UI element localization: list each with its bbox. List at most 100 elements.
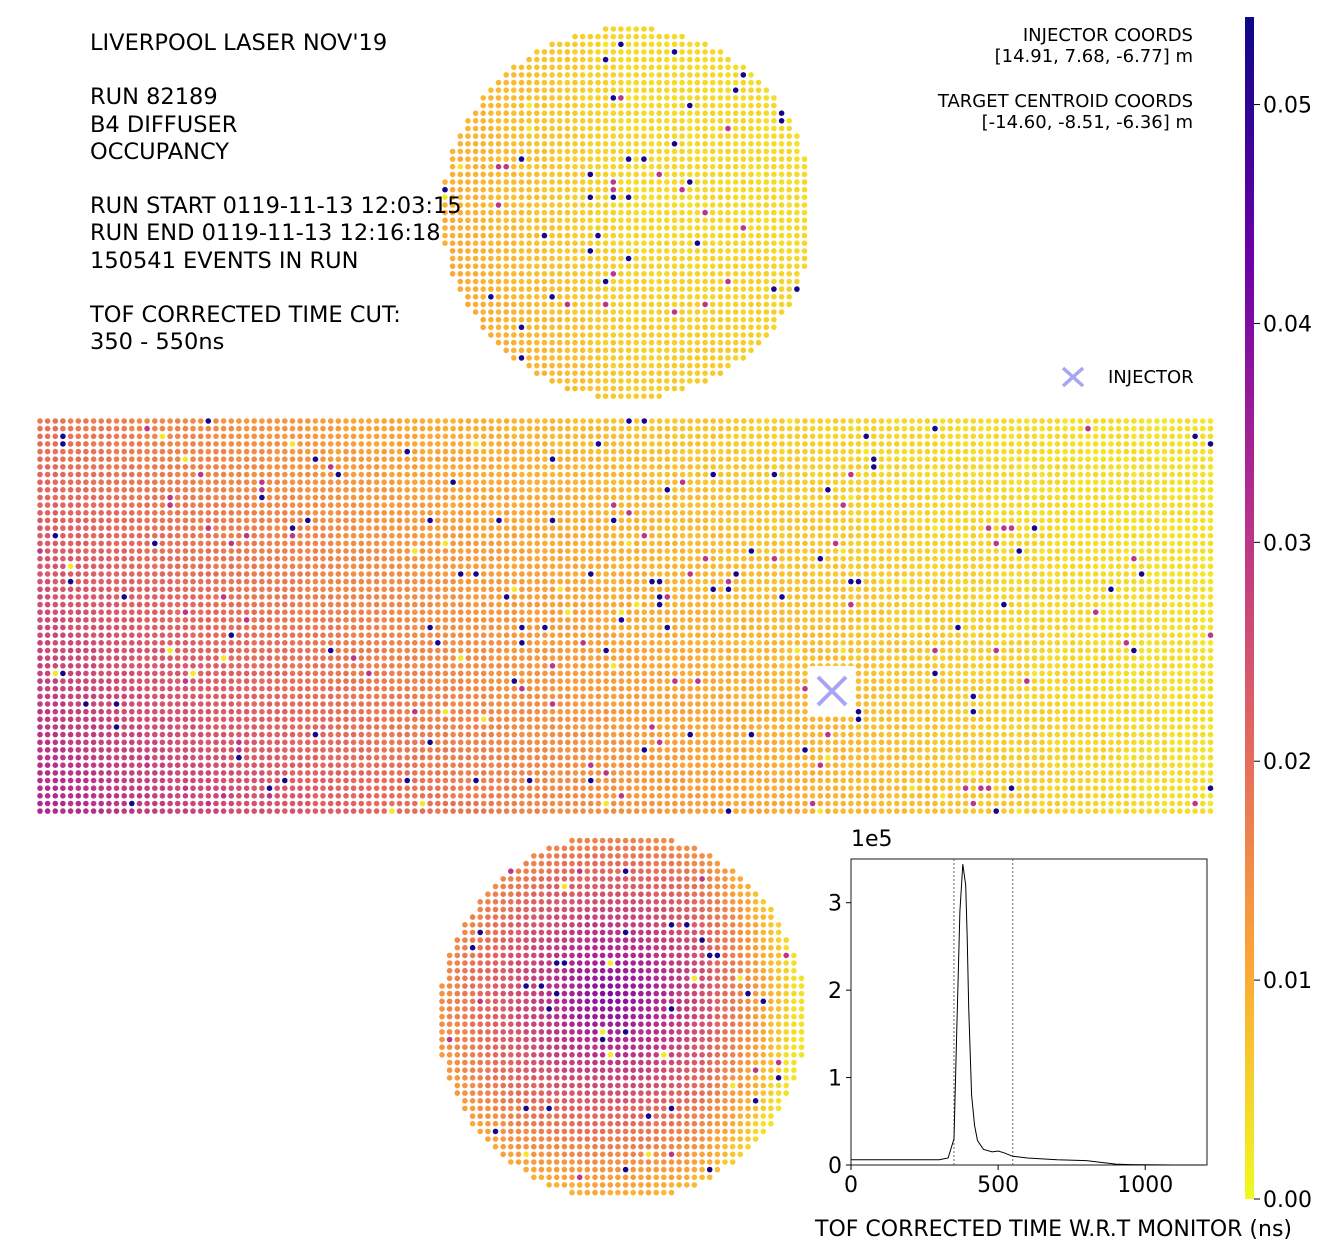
pmt-dot xyxy=(809,517,816,524)
pmt-dot xyxy=(297,441,303,447)
pmt-dot xyxy=(863,494,869,501)
pmt-dot xyxy=(44,510,51,516)
pmt-dot xyxy=(763,433,770,440)
pmt-dot xyxy=(656,110,662,116)
pmt-dot xyxy=(1047,464,1053,470)
pmt-dot xyxy=(564,248,571,254)
pmt-dot xyxy=(1069,502,1076,508)
pmt-dot xyxy=(587,72,594,78)
pmt-dot xyxy=(595,548,602,554)
pmt-dot xyxy=(580,510,586,516)
pmt-dot xyxy=(687,225,693,231)
pmt-dot xyxy=(549,502,556,508)
pmt-dot xyxy=(564,339,571,346)
pmt-dot xyxy=(534,49,540,55)
pmt-dot xyxy=(1039,494,1045,501)
pmt-dot xyxy=(648,110,655,116)
pmt-dot xyxy=(595,532,602,539)
pmt-dot xyxy=(495,263,502,270)
pmt-dot xyxy=(778,118,785,124)
pmt-dot xyxy=(90,433,97,440)
pmt-dot xyxy=(840,464,846,470)
pmt-dot xyxy=(327,418,334,424)
pmt-dot xyxy=(511,448,518,455)
pmt-dot xyxy=(557,425,563,432)
pmt-dot xyxy=(565,479,571,486)
pmt-dot xyxy=(572,479,579,486)
pmt-dot xyxy=(159,563,166,570)
pmt-dot xyxy=(236,456,242,463)
pmt-dot xyxy=(718,456,724,463)
pmt-dot xyxy=(266,456,273,463)
pmt-dot xyxy=(167,487,173,493)
pmt-dot xyxy=(702,316,708,323)
pmt-dot xyxy=(618,425,625,432)
pmt-dot xyxy=(871,525,877,531)
pmt-dot xyxy=(695,563,701,570)
pmt-dot xyxy=(1069,548,1076,554)
pmt-dot xyxy=(366,448,372,455)
pmt-dot xyxy=(396,548,403,554)
pmt-dot xyxy=(564,125,571,132)
pmt-dot xyxy=(503,540,510,547)
pmt-dot xyxy=(503,179,510,185)
pmt-dot xyxy=(817,563,824,570)
pmt-dot xyxy=(649,441,655,447)
pmt-dot xyxy=(671,324,678,331)
pmt-dot xyxy=(472,171,479,178)
pmt-dot xyxy=(1207,433,1214,440)
pmt-dot xyxy=(1115,418,1122,424)
pmt-dot xyxy=(435,448,441,455)
pmt-dot xyxy=(1077,464,1084,470)
pmt-dot xyxy=(618,225,624,231)
pmt-dot xyxy=(709,309,716,315)
pmt-dot xyxy=(83,425,89,432)
pmt-dot xyxy=(832,563,839,570)
pmt-dot xyxy=(679,41,685,48)
pmt-dot xyxy=(1123,494,1130,501)
pmt-dot xyxy=(633,487,640,493)
pmt-dot xyxy=(588,525,594,531)
pmt-dot xyxy=(679,133,685,139)
pmt-dot xyxy=(602,232,609,239)
pmt-dot xyxy=(779,487,785,493)
pmt-dot xyxy=(98,464,104,470)
pmt-dot xyxy=(618,148,624,155)
pmt-dot xyxy=(694,332,701,338)
pmt-dot xyxy=(98,471,104,478)
pmt-dot xyxy=(610,263,617,270)
pmt-dot xyxy=(771,102,777,109)
pmt-dot xyxy=(732,248,739,254)
pmt-dot xyxy=(771,418,778,424)
pmt-dot xyxy=(709,263,716,270)
pmt-dot xyxy=(136,448,143,455)
pmt-dot xyxy=(610,324,617,331)
pmt-dot xyxy=(924,548,931,554)
pmt-dot xyxy=(427,418,433,424)
pmt-dot xyxy=(503,156,510,162)
pmt-dot xyxy=(962,487,969,493)
pmt-dot xyxy=(1016,464,1022,470)
pmt-dot xyxy=(220,418,227,424)
pmt-dot xyxy=(442,433,449,440)
pmt-dot xyxy=(519,487,525,493)
pmt-dot xyxy=(449,217,456,224)
pmt-dot xyxy=(480,540,487,547)
pmt-dot xyxy=(259,425,265,432)
pmt-dot xyxy=(610,194,617,201)
pmt-dot xyxy=(1031,563,1038,570)
pmt-dot xyxy=(878,425,885,432)
pmt-dot xyxy=(1062,456,1068,463)
pmt-dot xyxy=(702,563,709,570)
pmt-dot xyxy=(610,448,617,455)
pmt-dot xyxy=(1062,418,1068,424)
pmt-dot xyxy=(924,532,931,539)
pmt-dot xyxy=(618,448,625,455)
pmt-dot xyxy=(572,510,579,516)
pmt-dot xyxy=(649,448,655,455)
pmt-dot xyxy=(549,525,556,531)
pmt-dot xyxy=(1161,418,1168,424)
pmt-dot xyxy=(1100,456,1107,463)
pmt-dot xyxy=(595,41,601,48)
pmt-dot xyxy=(511,102,517,109)
